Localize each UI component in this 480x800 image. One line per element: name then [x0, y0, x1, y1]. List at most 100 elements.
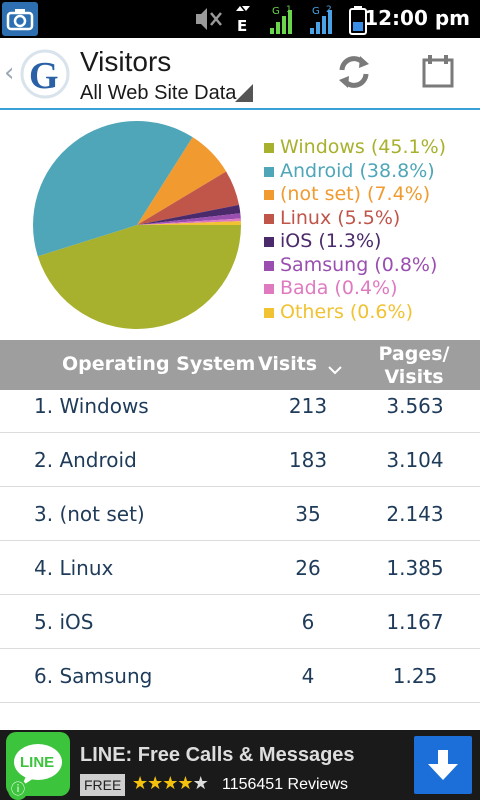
pie-slice-not-set[interactable] [137, 137, 227, 225]
profile-selector[interactable]: All Web Site Data [80, 82, 237, 104]
pie-slice-android[interactable] [33, 121, 193, 257]
pie-slice-windows[interactable] [37, 225, 242, 329]
chart-legend: Windows (45.1%) Android (38.8%) (not set) … [264, 136, 480, 324]
logo-letter: G [29, 55, 59, 97]
ad-icon-label: LINE [20, 754, 55, 771]
row-pages-per-visit: 3.563 [386, 394, 444, 418]
table-row[interactable]: 2. Android 183 3.104 [0, 433, 480, 487]
status-bar: E G 1 G 2 [0, 0, 480, 38]
legend-swatch [264, 190, 274, 200]
row-visits: 213 [288, 394, 328, 418]
ad-price-tag: FREE [80, 774, 126, 796]
legend-item: iOS (1.3%) [264, 230, 480, 254]
dropdown-triangle-icon[interactable] [235, 84, 253, 102]
row-pages-per-visit: 1.385 [386, 556, 444, 580]
clock: 12:00 pm [364, 6, 470, 30]
svg-text:G: G [272, 6, 280, 17]
row-visits: 35 [295, 502, 321, 526]
legend-swatch [264, 166, 274, 177]
star-icon: ★ [147, 773, 163, 794]
legend-label: Android (38.8%) [280, 159, 435, 182]
pie-slice-others[interactable] [137, 221, 241, 225]
pie-chart [33, 121, 242, 329]
row-name: 1. Windows [34, 394, 149, 418]
download-arrow-icon[interactable] [414, 736, 472, 794]
legend-swatch [264, 237, 274, 247]
table-row[interactable]: 6. Samsung 4 1.25 [0, 649, 480, 703]
star-icon: ★ [192, 773, 209, 794]
battery-icon [349, 6, 367, 35]
legend-swatch [264, 213, 274, 224]
legend-label: Windows (45.1%) [280, 136, 447, 158]
ad-info-icon[interactable]: ⓘ [8, 780, 28, 800]
header-pages-per-visit[interactable]: Pages/ Visits [368, 343, 460, 389]
legend-label: iOS (1.3%) [280, 230, 382, 252]
row-pages-per-visit: 2.143 [386, 502, 444, 526]
app-bar: ‹ G Visitors All Web Site Data [0, 38, 480, 110]
table-row[interactable]: 3. (not set) 35 2.143 [0, 487, 480, 541]
pie-slice-samsung[interactable] [137, 213, 241, 225]
legend-item: Samsung (0.8%) [264, 254, 480, 278]
header-pages-line2: Visits [384, 366, 444, 388]
legend-label: Linux (5.5%) [280, 206, 401, 229]
signal-icon-2: G 2 [310, 5, 332, 34]
table-row[interactable]: 5. iOS 6 1.167 [0, 595, 480, 649]
row-name: 2. Android [34, 448, 137, 472]
legend-label: Others (0.6%) [280, 300, 413, 323]
refresh-icon[interactable] [334, 52, 374, 92]
header-visits[interactable]: Visits [258, 353, 318, 375]
star-icon: ★ [162, 773, 178, 794]
table-header: Operating System Visits Pages/ Visits [0, 340, 480, 390]
row-visits: 4 [301, 664, 315, 688]
legend-item: Linux (5.5%) [264, 207, 480, 231]
ad-rating-stars: ★★★★★ [132, 773, 209, 794]
legend-item: (not set) (7.4%) [264, 183, 480, 207]
legend-item: Others (0.6%) [264, 301, 480, 325]
back-chevron-icon[interactable]: ‹ [4, 58, 15, 88]
signal-icon: G 1 [270, 5, 292, 34]
legend-swatch [264, 260, 274, 271]
legend-label: (not set) (7.4%) [280, 183, 431, 205]
analytics-logo[interactable]: G [18, 48, 72, 100]
legend-item: Android (38.8%) [264, 160, 480, 184]
calendar-icon[interactable] [418, 52, 458, 92]
chevron-down-icon[interactable] [328, 360, 342, 375]
pie-slice-bada[interactable] [137, 218, 241, 225]
row-pages-per-visit: 1.167 [386, 610, 444, 634]
row-visits: 183 [288, 448, 328, 472]
row-visits: 26 [295, 556, 321, 580]
legend-swatch [264, 143, 274, 153]
table-body: 1. Windows 213 3.563 2. Android 183 3.104 3. (… [0, 390, 480, 730]
legend-item: Bada (0.4%) [264, 277, 480, 301]
page-title: Visitors [80, 46, 172, 77]
header-pages-line1: Pages/ [378, 343, 450, 365]
svg-text:E: E [237, 17, 247, 35]
row-pages-per-visit: 3.104 [386, 448, 444, 472]
data-arrows-icon: E [236, 6, 250, 35]
svg-text:G: G [312, 6, 320, 17]
status-icons: E G 1 G 2 [190, 2, 370, 36]
row-visits: 6 [301, 610, 315, 634]
row-pages-per-visit: 1.25 [392, 664, 438, 688]
table-row[interactable]: 4. Linux 26 1.385 [0, 541, 480, 595]
legend-item: Windows (45.1%) [264, 136, 480, 160]
row-name: 5. iOS [34, 610, 94, 634]
header-operating-system[interactable]: Operating System [62, 353, 256, 375]
camera-icon [2, 2, 38, 36]
pie-slice-linux[interactable] [137, 171, 240, 225]
legend-label: Samsung (0.8%) [280, 253, 438, 276]
row-name: 6. Samsung [34, 664, 153, 688]
table-row[interactable]: 1. Windows 213 3.563 [0, 390, 480, 433]
ad-title[interactable]: LINE: Free Calls & Messages [80, 744, 355, 766]
star-icon: ★ [177, 773, 193, 794]
legend-label: Bada (0.4%) [280, 277, 398, 299]
row-name: 4. Linux [34, 556, 114, 580]
ad-reviews: 1156451 Reviews [222, 776, 349, 793]
ad-banner[interactable]: LINE ⓘ LINE: Free Calls & Messages FREE … [0, 730, 480, 800]
star-icon: ★ [132, 773, 148, 794]
legend-swatch [264, 284, 274, 294]
chart-area: Windows (45.1%) Android (38.8%) (not set) … [0, 112, 480, 340]
row-name: 3. (not set) [34, 502, 145, 526]
pie-slice-ios[interactable] [137, 204, 241, 225]
legend-swatch [264, 307, 274, 318]
